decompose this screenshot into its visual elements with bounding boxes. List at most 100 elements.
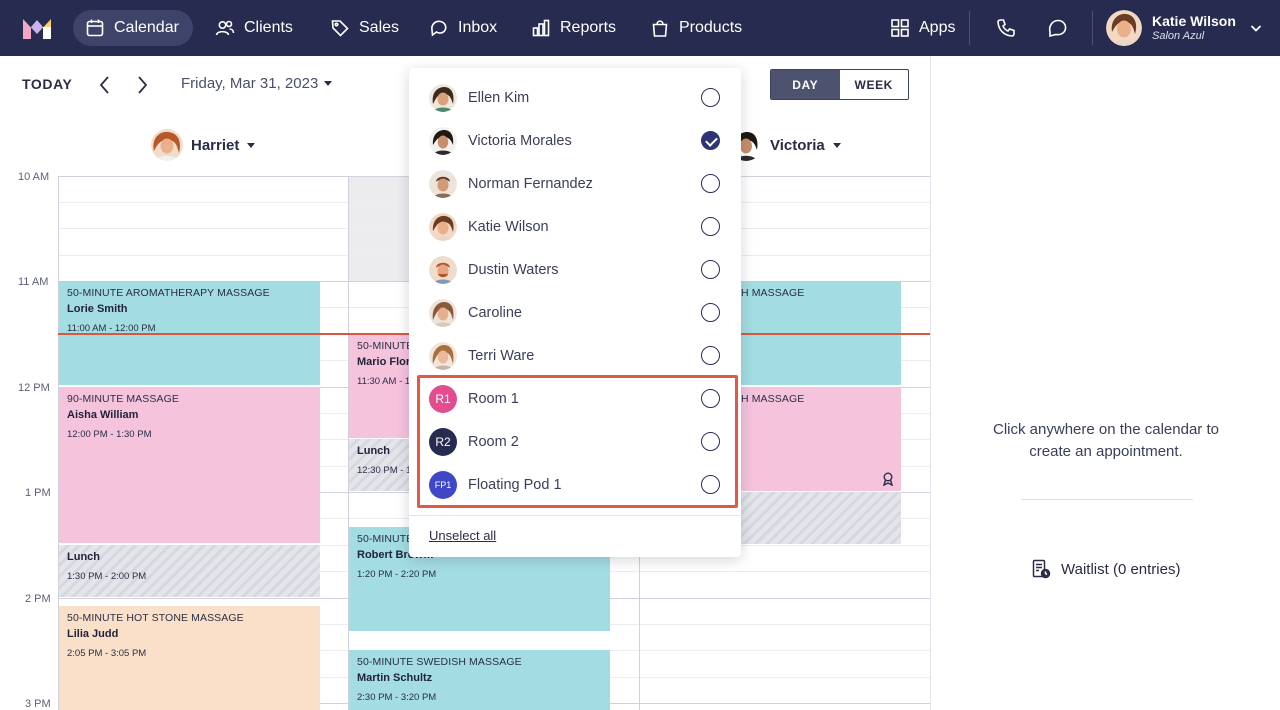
option-label: Room 2 [468,433,519,450]
staff-avatar [429,83,457,112]
nav-calendar[interactable]: Calendar [73,10,193,46]
award-ribbon-icon [882,472,894,486]
chat-bubble-icon [1048,19,1067,38]
nav-calendar-label: Calendar [114,19,179,36]
appointment-service: 50-MINUTE [357,340,414,352]
appointment-time: 2:05 PM - 3:05 PM [67,648,147,659]
dropdown-option-dustin-waters[interactable]: Dustin Waters [409,248,741,291]
phone-icon [997,19,1015,37]
dropdown-option-floating-pod-1[interactable]: FP1 Floating Pod 1 [409,463,741,506]
appointment-service: 50-MINUTE SWEDISH MASSAGE [357,656,522,668]
dropdown-divider [409,515,741,516]
lunch-break-block[interactable]: Lunch 1:30 PM - 2:00 PM [59,545,320,597]
appointment-time: 11:00 AM - 12:00 PM [67,323,156,334]
date-picker[interactable]: Friday, Mar 31, 2023 [181,75,333,92]
clients-icon [215,20,235,36]
option-radio[interactable] [701,88,720,107]
nav-sales[interactable]: Sales [318,10,413,46]
create-appointment-hint: Click anywhere on the calendar to create… [993,421,1219,460]
day-view-button[interactable]: DAY [771,70,840,99]
today-button[interactable]: TODAY [22,76,73,92]
calendar-icon [86,19,104,37]
time-label: 12 PM [18,382,50,394]
next-day-button[interactable] [132,74,152,96]
time-label: 10 AM [18,171,50,183]
appointment-client: Aisha William [67,409,139,421]
nav-inbox-label: Inbox [458,19,498,36]
dropdown-option-room-1[interactable]: R1 Room 1 [409,377,741,420]
option-label: Room 1 [468,390,519,407]
nav-products[interactable]: Products [638,10,756,46]
option-label: Victoria Morales [468,132,572,149]
option-radio[interactable] [701,303,720,322]
time-label: 3 PM [25,698,51,710]
caret-down-icon [324,81,333,86]
appointment-client: Martin Schultz [357,672,433,684]
staff-avatar [429,255,457,284]
prev-day-button[interactable] [95,74,115,96]
option-radio[interactable] [701,475,720,494]
appointment-client: Lilia Judd [67,628,119,640]
dropdown-option-norman-fernandez[interactable]: Norman Fernandez [409,162,741,205]
waitlist-button[interactable]: Waitlist (0 entries) [1031,559,1180,579]
option-radio[interactable] [701,217,720,236]
option-radio[interactable] [701,346,720,365]
appointment-card[interactable]: 50-MINUTE HOT STONE MASSAGE Lilia Judd 2… [59,606,320,710]
staff-avatar [151,129,183,161]
appointment-card[interactable]: 50-MINUTE SWEDISH MASSAGE Martin Schultz… [349,650,610,710]
chevron-right-icon [138,76,148,94]
option-radio[interactable] [701,260,720,279]
staff-column-victoria[interactable]: Victoria [730,128,841,162]
nav-sales-label: Sales [359,19,400,36]
staff-column-harriet[interactable]: Harriet [151,128,256,162]
apps-grid-icon [891,19,909,37]
brand-logo[interactable] [22,16,52,40]
chat-button[interactable] [1043,14,1071,42]
dropdown-option-room-2[interactable]: R2 Room 2 [409,420,741,463]
option-radio-checked[interactable] [701,131,720,150]
staff-avatar [429,341,457,370]
option-label: Katie Wilson [468,218,549,235]
nav-inbox[interactable]: Inbox [417,10,511,46]
option-radio[interactable] [701,389,720,408]
room-badge: R2 [429,427,457,456]
option-radio[interactable] [701,174,720,193]
bar-chart-icon [532,19,550,37]
break-label: Lunch [357,445,390,457]
break-label: Lunch [67,551,100,563]
option-radio[interactable] [701,432,720,451]
inbox-icon [431,20,447,37]
dropdown-option-katie-wilson[interactable]: Katie Wilson [409,205,741,248]
option-label: Ellen Kim [468,89,530,106]
appointment-time: 12:00 PM - 1:30 PM [67,429,152,440]
view-toggle: DAY WEEK [770,69,909,100]
nav-apps[interactable]: Apps [878,10,969,46]
caret-down-icon [832,142,841,148]
appointment-time: 11:30 AM - 1 [357,376,411,387]
nav-reports[interactable]: Reports [519,10,630,46]
unselect-all-link[interactable]: Unselect all [429,528,497,543]
divider [1021,499,1193,500]
option-label: Caroline [468,304,522,321]
nav-clients[interactable]: Clients [203,10,307,46]
dropdown-option-victoria-morales[interactable]: Victoria Morales [409,119,741,162]
staff-resource-dropdown: Ellen Kim Victoria Morales Norman Fernan… [409,68,741,557]
tag-icon [331,20,349,37]
user-menu[interactable]: Katie Wilson Salon Azul [1106,10,1262,46]
dropdown-option-ellen-kim[interactable]: Ellen Kim [409,76,741,119]
staff-avatar [429,298,457,327]
option-label: Dustin Waters [468,261,559,278]
time-label: 2 PM [25,593,51,605]
shopping-bag-icon [652,20,668,37]
week-view-button[interactable]: WEEK [854,77,893,92]
dropdown-option-terri-ware[interactable]: Terri Ware [409,334,741,377]
waitlist-icon [1032,559,1051,579]
caret-down-icon [247,142,256,148]
appointment-card[interactable]: 90-MINUTE MASSAGE Aisha William 12:00 PM… [59,387,320,543]
staff-name: Harriet [191,136,240,154]
option-label: Norman Fernandez [468,175,593,192]
nav-divider [1092,11,1093,45]
phone-button[interactable] [992,14,1020,42]
side-panel: Click anywhere on the calendar to create… [930,56,1280,710]
dropdown-option-caroline[interactable]: Caroline [409,291,741,334]
